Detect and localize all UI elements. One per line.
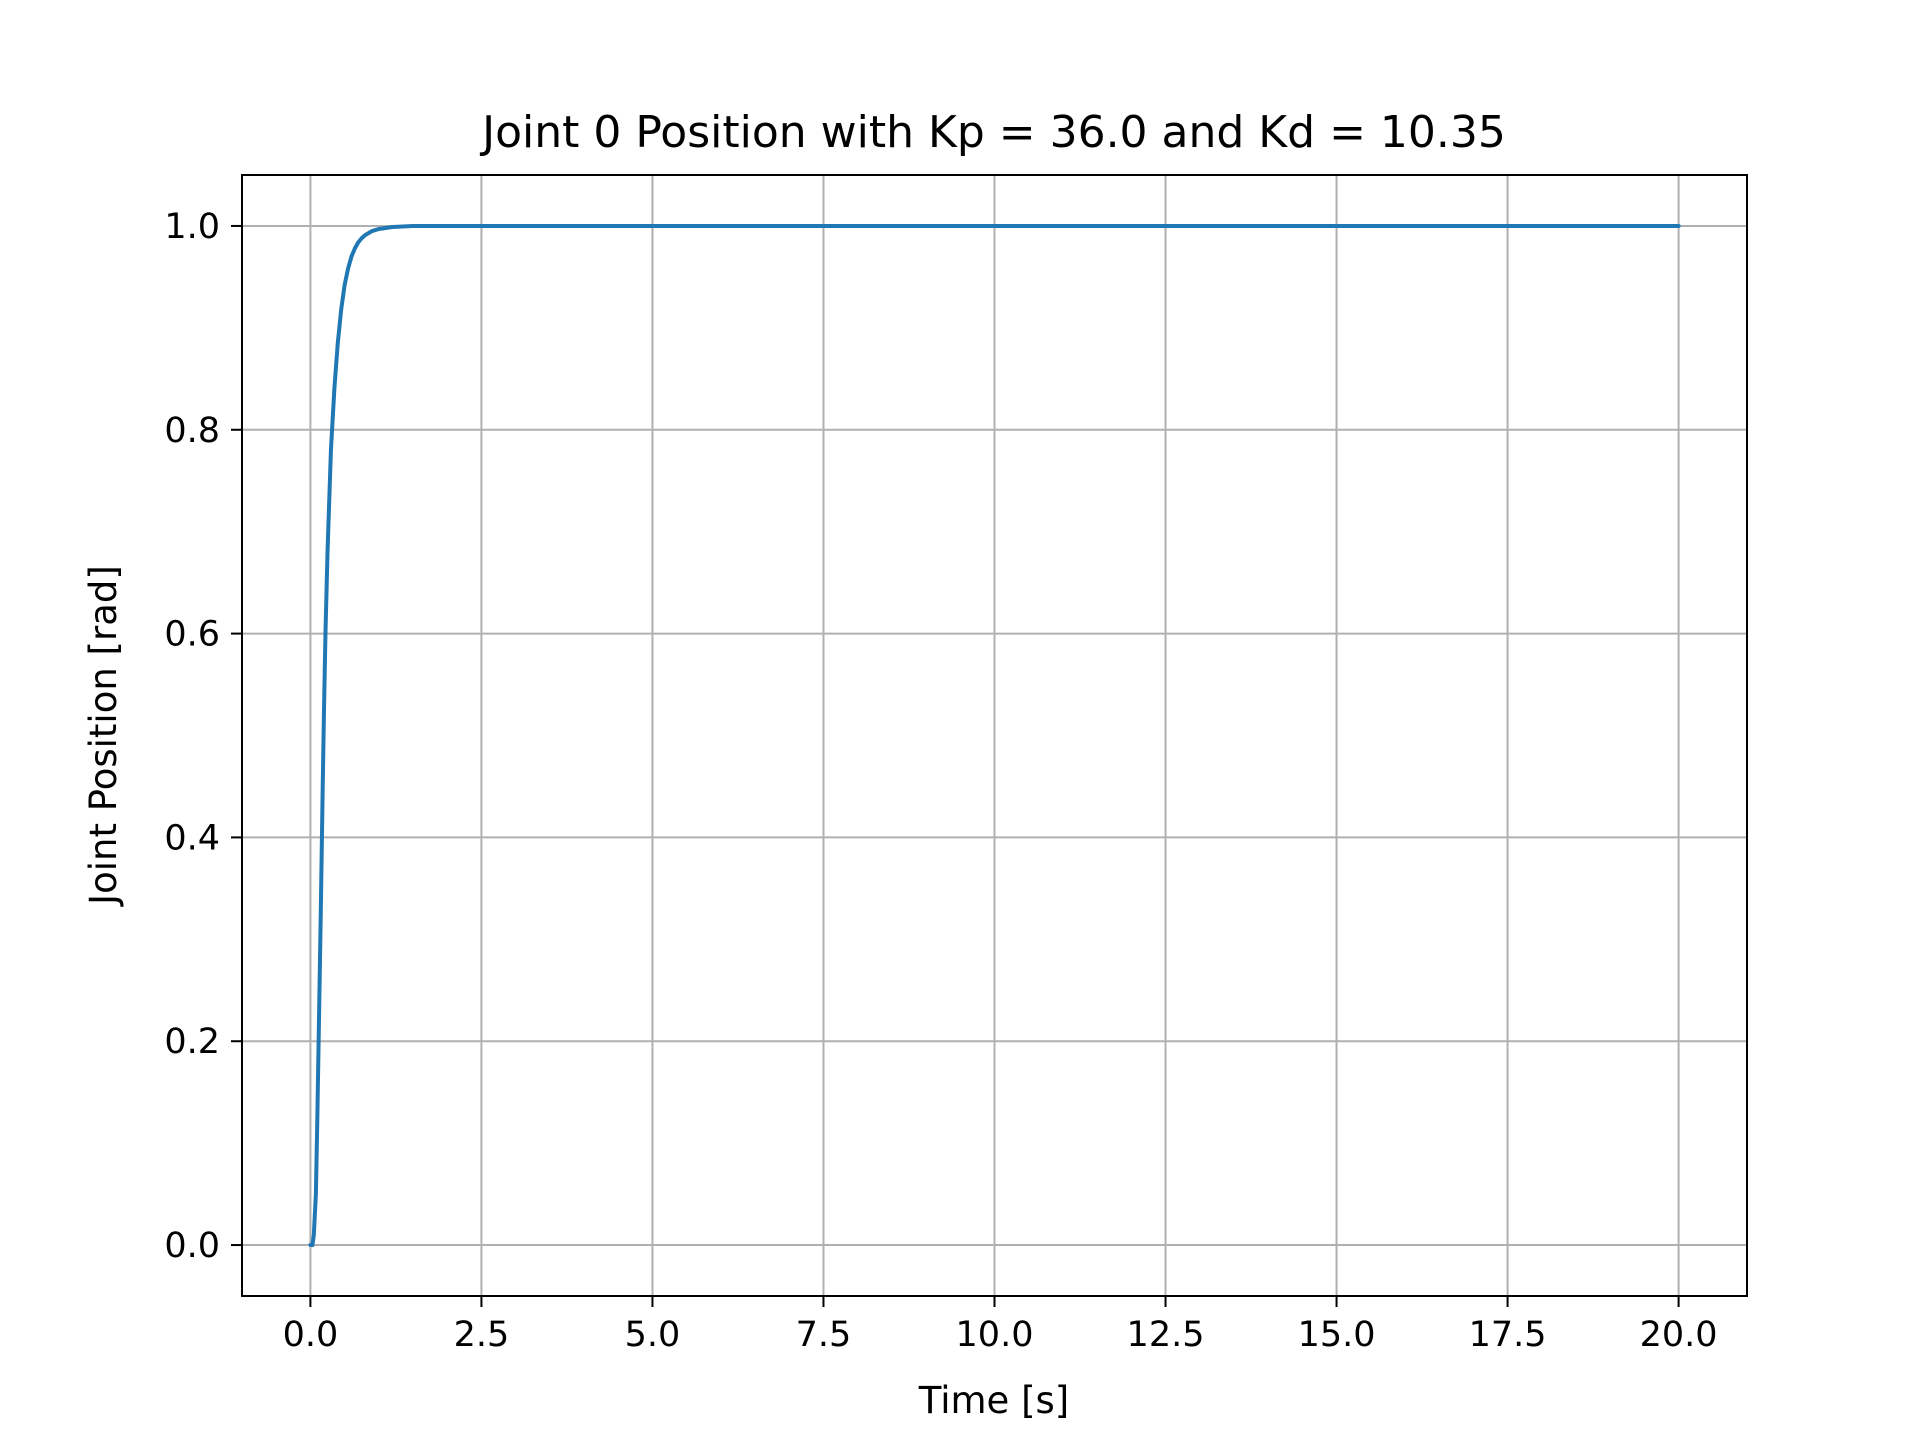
x-axis: 0.0 2.5 5.0 7.5 10.0 12.5 15.0 17.5 20.0 [283,1296,1718,1355]
x-tick-label: 0.0 [283,1315,339,1355]
chart-title: Joint 0 Position with Kp = 36.0 and Kd =… [479,107,1506,158]
x-tick-label: 20.0 [1640,1315,1718,1355]
x-tick-label: 10.0 [956,1315,1034,1355]
y-tick-label: 0.0 [164,1226,220,1266]
y-tick-label: 1.0 [164,207,220,247]
y-tick-label: 0.6 [164,615,220,655]
series-layer [308,223,1681,1248]
x-tick-label: 7.5 [796,1315,852,1355]
y-tick-label: 0.4 [164,818,220,858]
y-tick-label: 0.2 [164,1022,220,1062]
y-tick-label: 0.8 [164,411,220,451]
x-axis-label: Time [s] [918,1379,1069,1422]
series-line [308,223,1681,1248]
y-axis: 0.0 0.2 0.4 0.6 0.8 1.0 [164,207,242,1266]
x-tick-label: 12.5 [1127,1315,1205,1355]
x-tick-label: 5.0 [625,1315,681,1355]
x-tick-label: 17.5 [1469,1315,1547,1355]
x-tick-label: 15.0 [1298,1315,1376,1355]
y-axis-label: Joint Position [rad] [82,565,125,907]
x-tick-label: 2.5 [454,1315,510,1355]
grid [242,175,1747,1296]
